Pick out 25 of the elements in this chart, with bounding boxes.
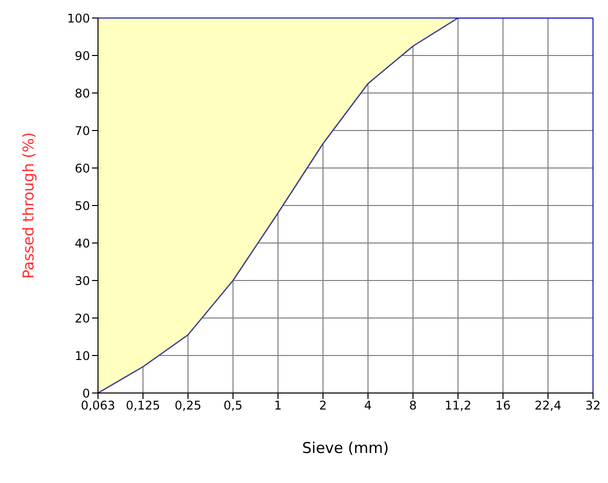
x-tick-label: 8 [409, 398, 417, 413]
x-tick-label: 0,25 [174, 398, 202, 413]
y-tick-label: 40 [74, 236, 90, 250]
y-tick-label: 70 [74, 124, 90, 138]
y-tick-label: 0 [82, 386, 90, 400]
y-tick-label: 10 [74, 348, 90, 363]
x-tick-label: 0,063 [80, 398, 116, 413]
x-tick-label: 11,2 [444, 398, 472, 413]
x-tick-label: 1 [274, 398, 282, 413]
y-tick-label: 100 [67, 11, 90, 26]
y-tick-label: 20 [74, 311, 90, 326]
y-tick-label: 90 [74, 48, 90, 63]
y-axis-title: Passed through (%) [19, 132, 38, 279]
y-tick-label: 80 [74, 86, 90, 100]
x-tick-label: 32 [585, 398, 601, 413]
y-tick-label: 60 [74, 161, 90, 176]
y-tick-label: 50 [74, 198, 90, 213]
x-tick-label: 2 [319, 398, 327, 413]
x-axis-title: Sieve (mm) [302, 439, 389, 457]
x-tick-label: 16 [495, 398, 511, 413]
x-tick-label: 4 [364, 398, 372, 413]
x-tick-label: 0,5 [223, 398, 243, 413]
x-tick-label: 22,4 [534, 398, 562, 413]
y-tick-label: 30 [74, 274, 90, 288]
x-tick-label: 0,125 [126, 398, 160, 413]
